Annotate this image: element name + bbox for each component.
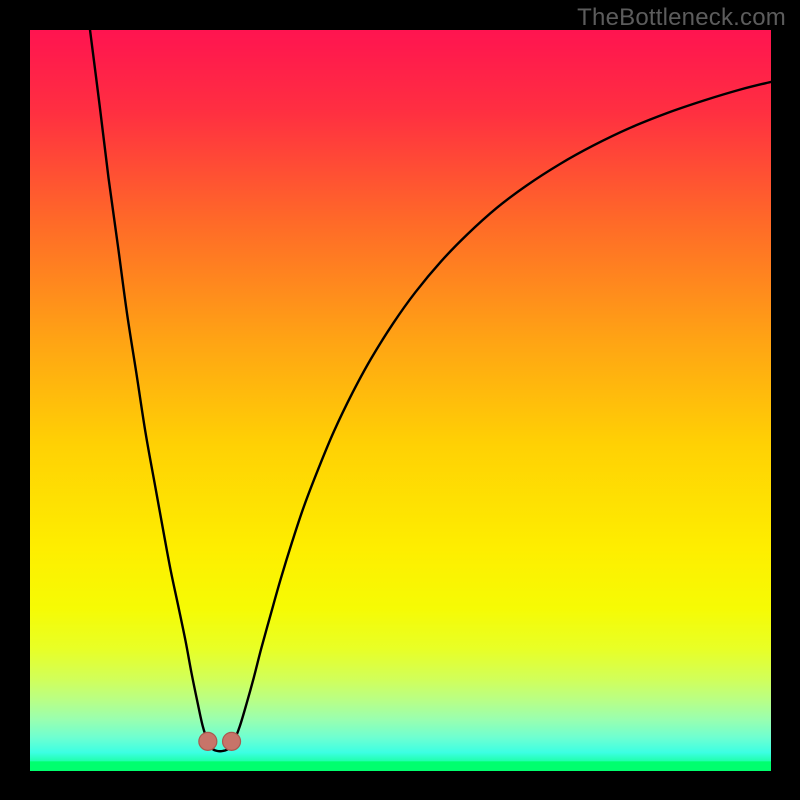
min-marker-0 [199, 732, 217, 750]
chart-frame: TheBottleneck.com [0, 0, 800, 800]
bottleneck-chart [0, 0, 800, 800]
min-marker-1 [223, 732, 241, 750]
watermark-text: TheBottleneck.com [577, 4, 786, 32]
bottom-strip [30, 761, 771, 771]
